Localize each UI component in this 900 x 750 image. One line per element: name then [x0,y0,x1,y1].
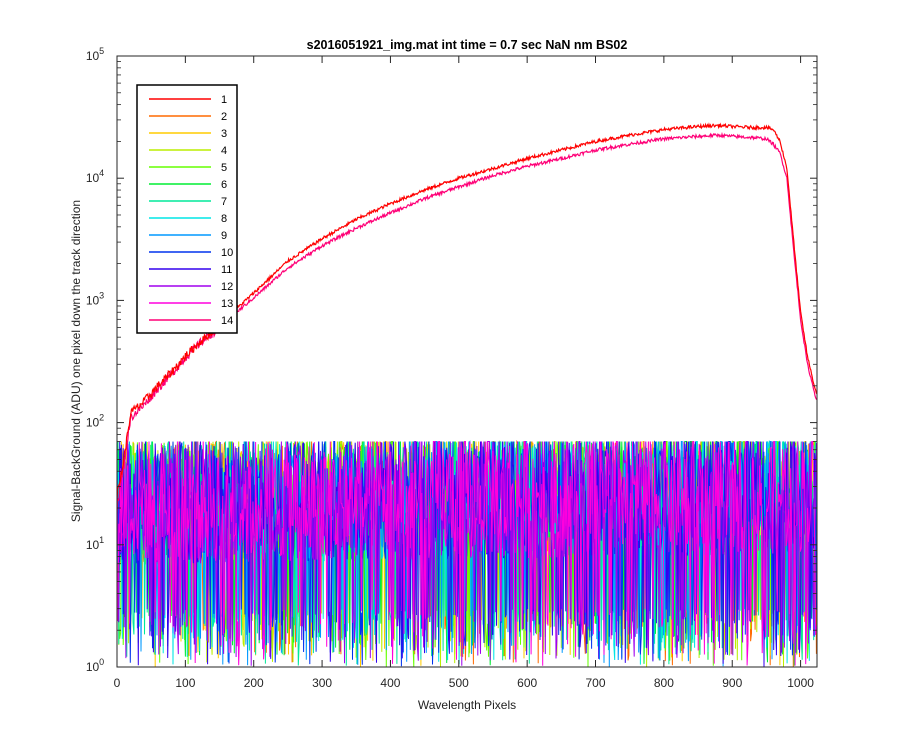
axes-group [116,55,818,668]
legend-label-2: 2 [221,111,227,123]
legend-label-1: 1 [221,94,227,106]
legend-label-13: 13 [221,298,233,310]
x-tick-label: 200 [244,676,264,690]
legend-label-12: 12 [221,281,233,293]
legend-label-9: 9 [221,230,227,242]
x-tick-label: 500 [449,676,469,690]
chart-title: s2016051921_img.mat int time = 0.7 sec N… [307,38,628,52]
x-tick-label: 1000 [787,676,814,690]
series-line-13 [117,441,817,666]
legend-label-11: 11 [221,264,232,276]
legend-label-10: 10 [221,247,233,259]
x-tick-label: 700 [586,676,606,690]
legend-label-6: 6 [221,179,227,191]
x-tick-label: 100 [175,676,195,690]
legend-label-3: 3 [221,128,227,140]
x-tick-label: 0 [114,676,121,690]
x-tick-label: 400 [380,676,400,690]
x-tick-label: 300 [312,676,332,690]
legend-box [136,84,238,334]
x-tick-labels: 0 100 200 300 400 500 600 700 800 900 1000 [114,676,815,690]
x-tick-label: 900 [722,676,742,690]
legend-label-4: 4 [221,145,227,157]
legend-label-7: 7 [221,196,227,208]
x-axis-label: Wavelength Pixels [418,698,516,712]
legend-label-5: 5 [221,162,227,174]
legend-label-8: 8 [221,213,227,225]
axes-box [116,55,818,668]
x-tick-label: 600 [517,676,537,690]
legend-label-14: 14 [221,315,233,327]
x-tick-label: 800 [654,676,674,690]
y-axis-label: Signal-BackGround (ADU) one pixel down t… [69,200,83,522]
